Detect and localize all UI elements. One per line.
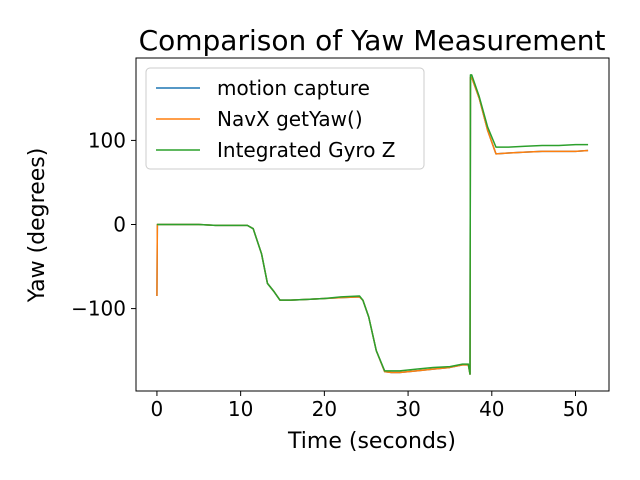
x-axis: 0 10 20 30 40 50 (151, 391, 588, 421)
series-layer (156, 74, 589, 375)
x-tick-label: 30 (395, 397, 420, 421)
series-line-3 (156, 74, 589, 375)
legend-box (145, 67, 425, 170)
y-axis-label: Yaw (degrees) (25, 148, 50, 304)
y-axis: −100 0 100 (71, 128, 136, 321)
chart-title: Comparison of Yaw Measurement (139, 24, 606, 57)
x-tick-label: 50 (563, 397, 588, 421)
x-tick-label: 40 (479, 397, 504, 421)
y-tick-label: 0 (113, 213, 126, 237)
x-axis-label: Time (seconds) (287, 429, 456, 454)
x-tick-label: 0 (151, 397, 164, 421)
y-tick-label: −100 (71, 297, 126, 321)
x-tick-label: 20 (312, 397, 337, 421)
x-tick-label: 10 (228, 397, 253, 421)
legend: motion capture NavX getYaw() Integrated Gy… (145, 67, 425, 170)
y-tick-label: 100 (88, 128, 126, 152)
legend-label-2: NavX getYaw() (217, 107, 363, 131)
legend-label-3: Integrated Gyro Z (217, 138, 396, 162)
legend-label-1: motion capture (217, 76, 370, 100)
